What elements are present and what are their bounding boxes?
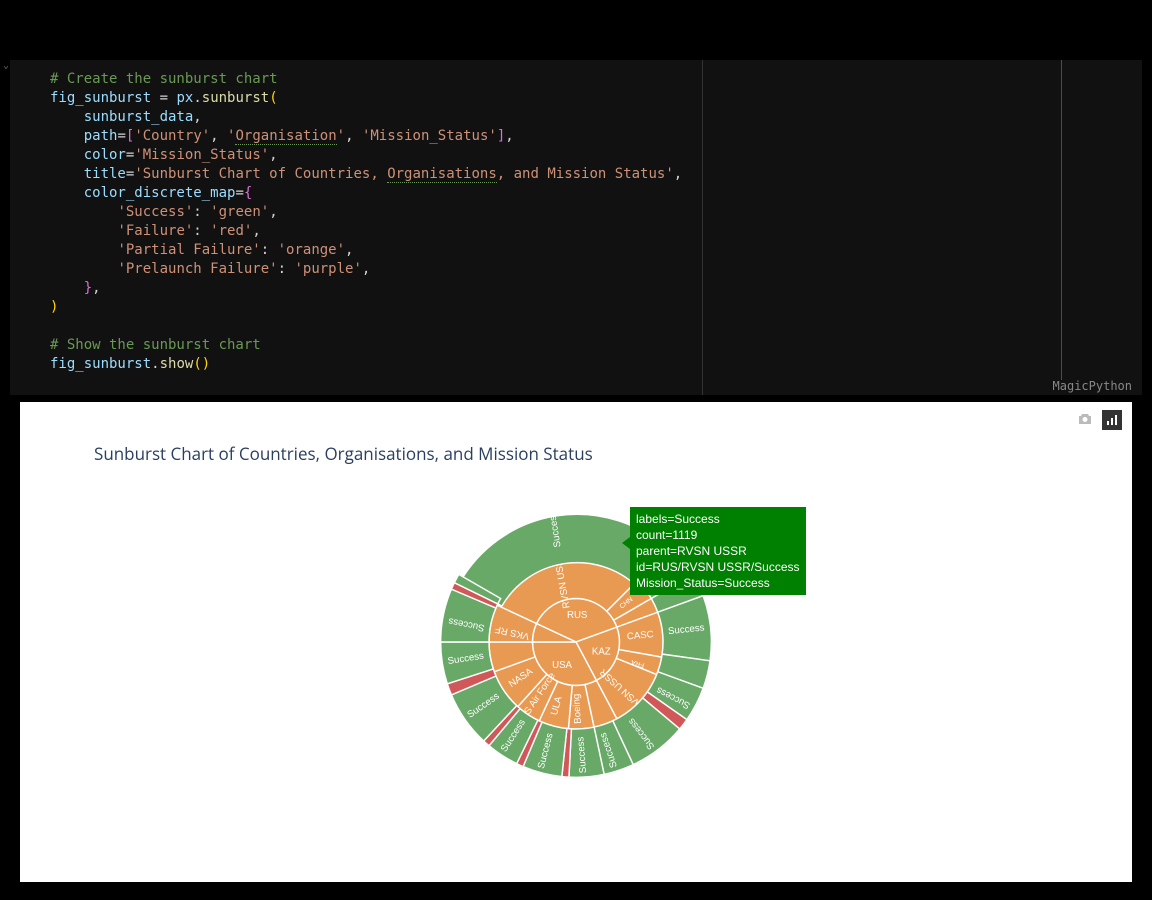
code-line: color='Mission_Status', xyxy=(50,146,702,165)
fold-chevron[interactable]: ⌄ xyxy=(3,60,9,71)
code-area[interactable]: # Create the sunburst chart fig_sunburst… xyxy=(10,60,702,395)
code-line: 'Partial Failure': 'orange', xyxy=(50,241,702,260)
chart-tooltip: labels=Success count=1119 parent=RVSN US… xyxy=(630,507,806,595)
camera-icon[interactable] xyxy=(1076,410,1094,428)
editor-split xyxy=(702,60,1142,395)
tooltip-line: labels=Success xyxy=(636,511,800,527)
code-line: 'Success': 'green', xyxy=(50,203,702,222)
svg-text:RUS: RUS xyxy=(567,610,587,621)
code-line: ) xyxy=(50,298,702,317)
code-line: title='Sunburst Chart of Countries, Orga… xyxy=(50,165,702,184)
chart-title: Sunburst Chart of Countries, Organisatio… xyxy=(94,442,593,465)
code-line: 'Prelaunch Failure': 'purple', xyxy=(50,260,702,279)
code-comment: # Show the sunburst chart xyxy=(50,337,261,353)
code-editor-pane: # Create the sunburst chart fig_sunburst… xyxy=(10,60,1142,395)
svg-text:CASC: CASC xyxy=(626,629,654,642)
output-pane: Sunburst Chart of Countries, Organisatio… xyxy=(20,402,1132,882)
code-line: fig_sunburst = px.sunburst( xyxy=(50,89,702,108)
tooltip-line: parent=RVSN USSR xyxy=(636,543,800,559)
code-line: }, xyxy=(50,279,702,298)
code-line: color_discrete_map={ xyxy=(50,184,702,203)
ruler-line xyxy=(1061,60,1062,380)
code-comment: # Create the sunburst chart xyxy=(50,71,278,87)
svg-text:Boeing: Boeing xyxy=(571,693,584,724)
code-line: fig_sunburst.show() xyxy=(50,355,702,374)
code-line: sunburst_data, xyxy=(50,108,702,127)
tooltip-line: Mission_Status=Success xyxy=(636,575,800,591)
code-line: path=['Country', 'Organisation', 'Missio… xyxy=(50,127,702,146)
tooltip-line: count=1119 xyxy=(636,527,800,543)
language-indicator[interactable]: MagicPython xyxy=(1053,379,1132,393)
svg-text:KAZ: KAZ xyxy=(592,647,611,658)
code-line: 'Failure': 'red', xyxy=(50,222,702,241)
plotly-logo-icon[interactable] xyxy=(1102,410,1122,430)
svg-text:USA: USA xyxy=(552,660,572,671)
tooltip-line: id=RUS/RVSN USSR/Success xyxy=(636,559,800,575)
